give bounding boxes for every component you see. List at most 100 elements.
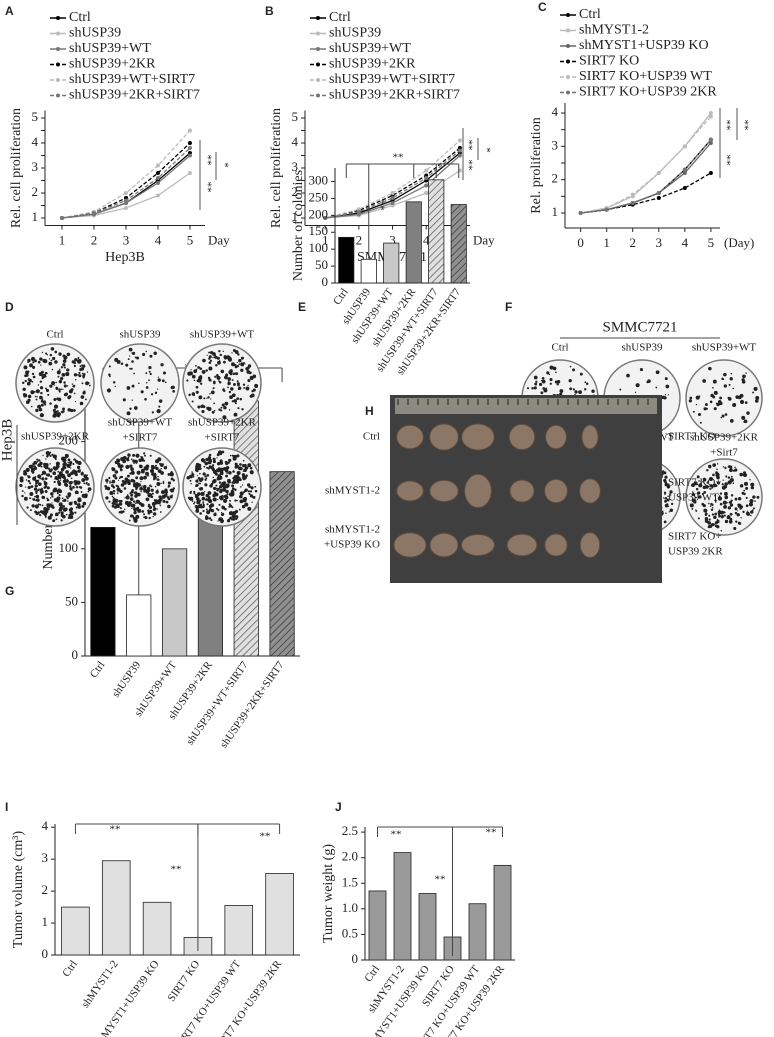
colony <box>193 379 196 382</box>
colony <box>73 500 77 504</box>
colony <box>720 416 723 419</box>
colony <box>219 495 223 500</box>
colony <box>704 517 709 521</box>
x-tick-label: shMYST1-2 <box>79 958 120 1010</box>
colony <box>199 482 201 485</box>
colony <box>246 370 251 374</box>
colony <box>201 369 206 374</box>
panel-label: C <box>538 0 547 14</box>
colony <box>76 465 81 470</box>
colony <box>692 410 695 413</box>
colony <box>167 481 172 485</box>
colony <box>734 507 738 511</box>
colony <box>157 502 160 505</box>
colony <box>117 479 120 481</box>
series-line <box>580 142 712 214</box>
x-tick-label: Ctrl <box>88 659 108 680</box>
colony <box>746 411 750 415</box>
colony <box>63 462 67 466</box>
colony <box>85 481 88 484</box>
colony <box>157 376 160 378</box>
colony <box>540 379 543 382</box>
colony <box>214 512 217 515</box>
colony <box>50 492 54 496</box>
colony <box>108 373 111 377</box>
y-tick-label: 1 <box>42 914 49 929</box>
colony <box>26 382 31 386</box>
legend-label: shMYST1-2 <box>579 23 649 38</box>
colony <box>579 372 583 376</box>
photo-label: USP39 WT <box>668 492 719 504</box>
colony <box>115 484 118 487</box>
colony <box>192 394 195 397</box>
colony <box>724 519 729 524</box>
colony <box>247 490 251 493</box>
colony <box>229 499 232 502</box>
colony <box>86 371 89 373</box>
colony <box>206 503 209 506</box>
colony <box>710 502 713 506</box>
colony <box>38 514 42 517</box>
panel-label: F <box>505 300 512 314</box>
photo-label: SIRT7 KO+ <box>668 477 722 489</box>
colony <box>232 456 237 461</box>
colony <box>77 373 79 376</box>
colony <box>82 374 86 378</box>
photo-title: SMMC7721 <box>602 319 677 335</box>
x-tick-label: Ctrl <box>362 963 382 984</box>
colony <box>131 384 135 388</box>
colony <box>65 392 68 396</box>
colony <box>572 388 576 391</box>
colony <box>724 482 728 486</box>
colony <box>30 405 33 408</box>
legend-label: shUSP39+WT <box>69 41 151 56</box>
bar <box>368 890 387 961</box>
colony <box>37 404 42 409</box>
colony <box>697 412 701 416</box>
colony <box>161 494 166 499</box>
colony <box>540 391 544 395</box>
colony <box>41 473 44 476</box>
tumor <box>544 424 568 450</box>
colony <box>192 476 195 478</box>
colony <box>144 454 146 457</box>
colony <box>237 407 240 410</box>
colony <box>730 499 733 502</box>
colony <box>111 495 114 498</box>
tumor <box>429 479 459 503</box>
colony <box>745 504 749 508</box>
colony <box>63 381 66 384</box>
colony <box>718 401 723 406</box>
legend-marker <box>316 62 320 67</box>
colony <box>718 515 721 518</box>
colony <box>54 350 58 354</box>
colony <box>140 490 142 493</box>
colony <box>252 374 257 379</box>
colony <box>199 382 203 385</box>
colony <box>755 395 760 400</box>
colony <box>172 390 175 393</box>
colony <box>109 491 114 495</box>
colony <box>172 479 175 482</box>
colony <box>39 477 41 480</box>
colony <box>108 476 111 480</box>
colony <box>60 519 63 522</box>
colony <box>231 510 233 513</box>
colony <box>724 485 728 489</box>
colony <box>224 401 229 406</box>
colony <box>722 479 724 481</box>
colony <box>81 382 84 385</box>
colony <box>729 377 733 381</box>
colony <box>40 364 42 366</box>
colony <box>734 466 736 469</box>
point <box>390 196 395 200</box>
colony <box>115 476 118 479</box>
colony <box>73 360 76 363</box>
colony <box>227 380 230 382</box>
colony <box>40 370 44 374</box>
colony <box>115 503 119 507</box>
significance: ** <box>435 874 446 886</box>
colony <box>62 363 66 367</box>
colony <box>691 508 694 510</box>
colony <box>735 520 738 523</box>
